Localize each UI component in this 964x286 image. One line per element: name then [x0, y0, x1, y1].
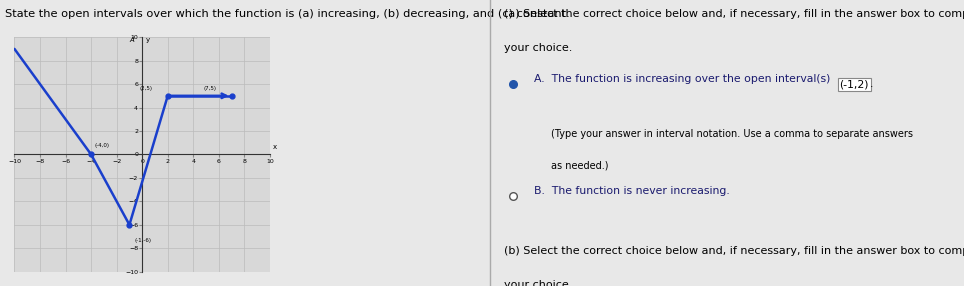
Text: (7,5): (7,5) [203, 86, 217, 91]
Text: as needed.): as needed.) [550, 160, 608, 170]
Text: A.  The function is increasing over the open interval(s): A. The function is increasing over the o… [534, 74, 831, 84]
Text: (Type your answer in interval notation. Use a comma to separate answers: (Type your answer in interval notation. … [550, 129, 913, 139]
Text: your choice.: your choice. [504, 280, 573, 286]
Text: (-1,-6): (-1,-6) [135, 239, 151, 243]
Text: .: . [870, 80, 873, 89]
Text: (a) Select the correct choice below and, if necessary, fill in the answer box to: (a) Select the correct choice below and,… [504, 9, 964, 19]
Text: (-1,2): (-1,2) [840, 80, 870, 89]
Text: (b) Select the correct choice below and, if necessary, fill in the answer box to: (b) Select the correct choice below and,… [504, 246, 964, 256]
Text: State the open intervals over which the function is (a) increasing, (b) decreasi: State the open intervals over which the … [5, 9, 570, 19]
Text: A: A [130, 37, 135, 43]
Text: B.  The function is never increasing.: B. The function is never increasing. [534, 186, 730, 196]
Text: x: x [273, 144, 277, 150]
Text: y: y [146, 37, 150, 43]
Text: your choice.: your choice. [504, 43, 573, 53]
Text: (2,5): (2,5) [140, 86, 152, 91]
Text: (-4,0): (-4,0) [94, 143, 110, 148]
